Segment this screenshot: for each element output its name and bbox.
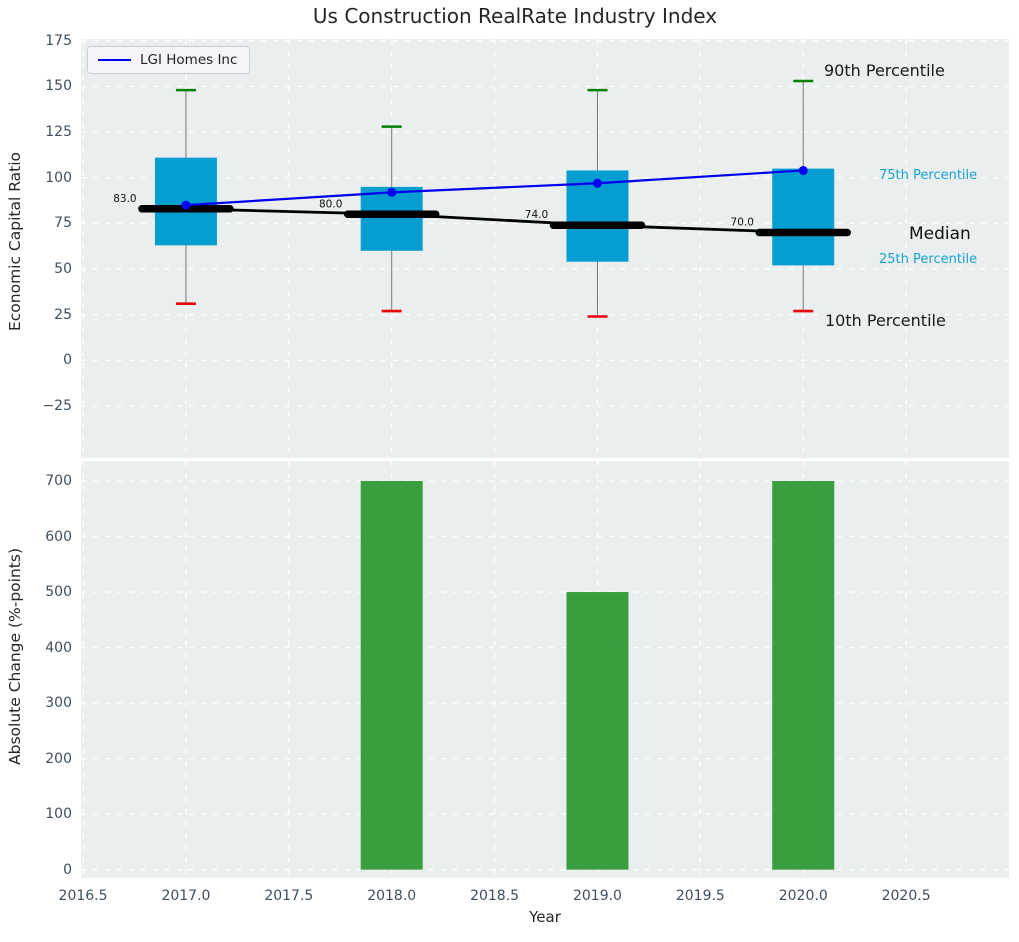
percentile-box-2018	[360, 186, 423, 251]
x-tick-label: 2020.0	[778, 888, 828, 904]
x-tick-label: 2017.5	[264, 888, 314, 904]
top-axes: 83.0 80.0 74.0 70.0 LGI Homes Inc	[81, 39, 1009, 458]
label-median: Median	[909, 224, 971, 244]
top-plot-canvas: 83.0 80.0 74.0 70.0	[81, 39, 1009, 458]
median-annotation-2017: 83.0	[113, 193, 136, 205]
percentile-box-2020	[772, 168, 835, 266]
x-tick-label: 2017.0	[161, 888, 211, 904]
median-annotation-2020: 70.0	[731, 217, 754, 229]
x-tick-label: 2018.0	[367, 888, 417, 904]
top-y-tick-label: 125	[45, 124, 72, 141]
top-y-tick-label: 75	[54, 215, 72, 232]
bottom-y-tick-label: 500	[45, 584, 72, 601]
top-y-tick-label: 25	[54, 306, 72, 323]
top-y-tick-label: −25	[42, 397, 72, 414]
top-y-tick-label: 150	[45, 78, 72, 95]
chart-title: Us Construction RealRate Industry Index	[312, 4, 718, 28]
median-line	[185, 207, 804, 234]
label-90th-percentile: 90th Percentile	[824, 61, 945, 80]
label-75th-percentile: 75th Percentile	[879, 168, 978, 183]
x-axis-label: Year	[529, 908, 561, 926]
top-y-tick-label: 175	[45, 32, 72, 49]
top-y-tick-label: 50	[54, 261, 72, 278]
bottom-y-tick-label: 0	[63, 861, 72, 878]
legend-line-sample	[98, 59, 131, 61]
lgi-line	[185, 169, 804, 207]
bottom-y-tick-label: 300	[45, 695, 72, 712]
change-bar-2020	[772, 480, 835, 870]
bottom-y-tick-label: 600	[45, 528, 72, 545]
legend: LGI Homes Inc	[87, 46, 251, 74]
top-y-tick-label: 100	[45, 169, 72, 186]
label-25th-percentile: 25th Percentile	[879, 252, 978, 267]
lgi-point-2018	[387, 187, 397, 197]
x-tick-label: 2016.5	[58, 888, 108, 904]
bottom-axes	[81, 461, 1009, 878]
lgi-point-2020	[798, 165, 808, 175]
x-tick-label: 2019.5	[675, 888, 725, 904]
label-10th-percentile: 10th Percentile	[825, 311, 946, 330]
top-y-tick-label: 0	[63, 352, 72, 369]
bottom-y-tick-label: 100	[45, 806, 72, 823]
change-bar-2019	[566, 592, 629, 870]
median-annotation-2019: 74.0	[525, 209, 548, 221]
median-annotation-2018: 80.0	[319, 198, 342, 210]
x-tick-label: 2018.5	[470, 888, 520, 904]
lgi-point-2019	[592, 178, 602, 188]
legend-label: LGI Homes Inc	[140, 52, 238, 68]
lgi-point-2017	[181, 200, 191, 210]
bottom-y-tick-label: 200	[45, 750, 72, 767]
bottom-plot-canvas	[81, 461, 1009, 878]
bottom-y-tick-label: 400	[45, 639, 72, 656]
change-bar-2018	[360, 480, 423, 870]
bottom-y-tick-label: 700	[45, 472, 72, 489]
x-tick-label: 2020.5	[881, 888, 931, 904]
x-tick-label: 2019.0	[572, 888, 622, 904]
